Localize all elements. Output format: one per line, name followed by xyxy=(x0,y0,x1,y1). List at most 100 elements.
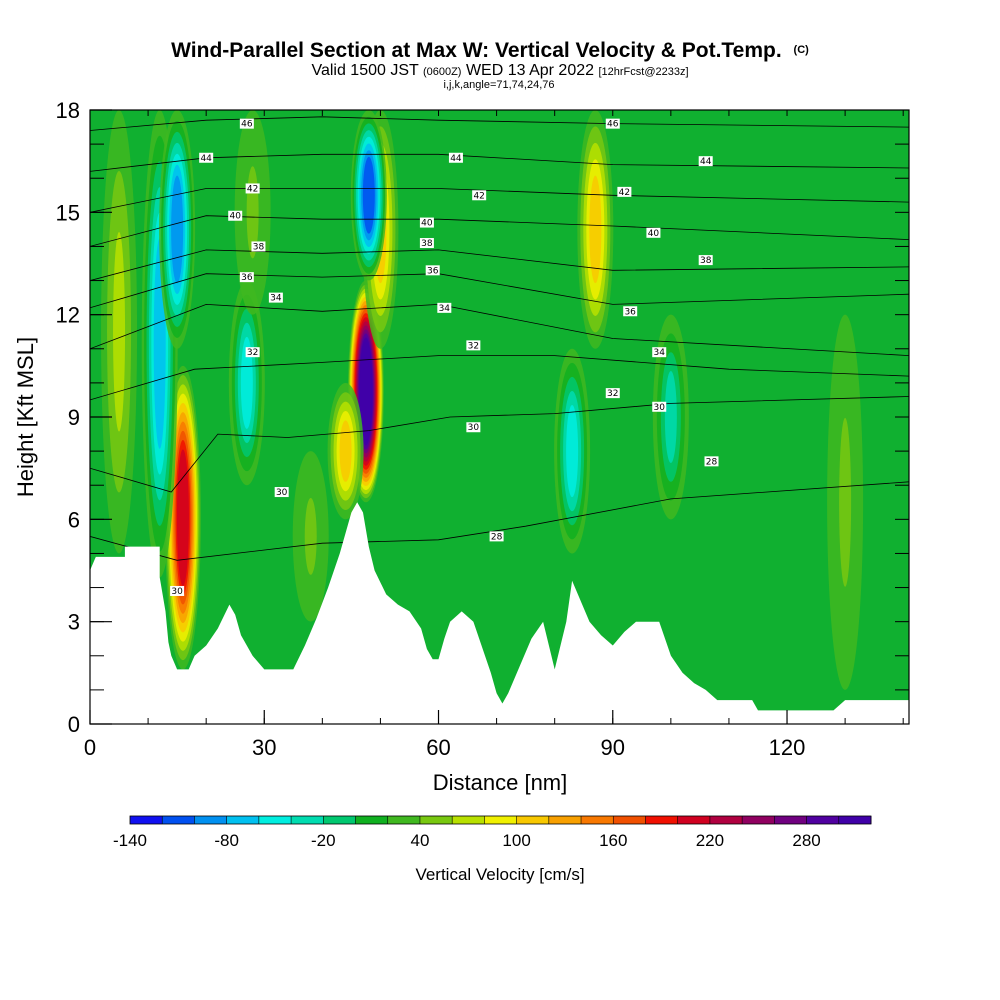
contour-label-text: 34 xyxy=(654,348,666,358)
contour-label: 42 xyxy=(245,183,260,194)
contour-label-text: 36 xyxy=(624,307,636,317)
contour-label: 28 xyxy=(489,531,504,542)
contour-label-background xyxy=(489,531,504,542)
colorbar-swatch xyxy=(709,816,743,824)
contour-label: 30 xyxy=(170,585,185,597)
contour-label-text: 42 xyxy=(619,188,630,198)
contour-label: 42 xyxy=(472,190,487,201)
velocity-feature xyxy=(228,280,265,486)
contour-label-background xyxy=(228,210,243,221)
contour-label-text: 36 xyxy=(241,273,253,283)
y-tick-label: 6 xyxy=(68,507,80,532)
valid-time-utc: (0600Z) xyxy=(423,66,462,78)
colorbar-swatch xyxy=(677,816,711,824)
contour-label-background xyxy=(239,118,254,129)
contour-label: 32 xyxy=(245,347,260,358)
colorbar-title: Vertical Velocity [cm/s] xyxy=(415,865,584,884)
contour-label: 38 xyxy=(698,255,713,266)
chart-title: Wind-Parallel Section at Max W: Vertical… xyxy=(171,39,809,62)
theta-contour-46 xyxy=(90,116,909,131)
theta-contour-30 xyxy=(90,396,909,493)
velocity-feature xyxy=(652,314,689,520)
contour-label-background xyxy=(605,118,620,129)
contour-label-text: 30 xyxy=(654,403,666,413)
x-tick-label: 60 xyxy=(426,735,450,760)
velocity-feature xyxy=(292,451,329,622)
contour-label-text: 28 xyxy=(706,457,718,467)
contour-label-background xyxy=(239,272,254,283)
theta-contour-32 xyxy=(90,355,909,401)
colorbar-tick-label: -80 xyxy=(214,831,239,850)
velocity-band xyxy=(589,175,602,284)
chart-title-text: Wind-Parallel Section at Max W: Vertical… xyxy=(171,39,782,62)
contour-label-background xyxy=(472,190,487,201)
contour-label-text: 40 xyxy=(421,219,433,229)
plot-background xyxy=(90,110,909,724)
contour-label-background xyxy=(646,227,661,238)
contour-label-text: 30 xyxy=(276,488,288,498)
contour-label-background xyxy=(448,152,463,163)
velocity-feature xyxy=(577,110,614,349)
contour-label-text: 30 xyxy=(468,423,480,433)
colorbar-tick-label: 280 xyxy=(792,831,820,850)
y-axis-label: Height [Kft MSL] xyxy=(13,337,38,497)
x-axis-label: Distance [nm] xyxy=(433,770,568,795)
colorbar-swatch xyxy=(355,816,389,824)
contour-label-text: 46 xyxy=(607,120,619,130)
contour-label: 40 xyxy=(419,217,434,229)
colorbar-swatch xyxy=(774,816,808,824)
contour-label-text: 40 xyxy=(648,229,660,239)
contour-label-background xyxy=(466,422,481,433)
contour-label-background xyxy=(170,585,185,596)
colorbar-swatch xyxy=(162,816,195,824)
contour-label: 34 xyxy=(437,302,452,314)
velocity-band xyxy=(566,405,579,498)
contour-label-text: 38 xyxy=(421,239,433,249)
contour-label-background xyxy=(698,255,713,266)
contour-label-background xyxy=(704,456,719,467)
contour-label: 40 xyxy=(228,210,243,222)
contour-label-text: 38 xyxy=(253,242,265,252)
velocity-feature xyxy=(350,110,387,281)
contour-label: 32 xyxy=(605,388,620,399)
theta-contour-36 xyxy=(90,273,909,309)
contour-label-text: 34 xyxy=(439,304,451,314)
velocity-band xyxy=(664,370,677,464)
velocity-band xyxy=(359,341,372,442)
x-tick-label: 0 xyxy=(84,735,96,760)
contour-label-background xyxy=(268,292,283,303)
colorbar-tick-label: 220 xyxy=(696,831,724,850)
contour-label: 46 xyxy=(605,118,620,130)
colorbar-swatch xyxy=(226,816,260,824)
y-tick-label: 12 xyxy=(56,303,80,328)
colorbar-swatch xyxy=(516,816,550,824)
vertical-velocity-field xyxy=(101,110,864,690)
colorbar-swatch xyxy=(452,816,485,824)
contour-label-background xyxy=(652,401,667,412)
colorbar-swatch xyxy=(194,816,228,824)
colorbar-swatch xyxy=(387,816,421,824)
velocity-band xyxy=(362,156,375,234)
colorbar-swatch xyxy=(548,816,582,824)
colorbar-swatch xyxy=(838,816,872,824)
contour-label-background xyxy=(425,265,440,276)
y-tick-label: 18 xyxy=(56,98,80,123)
terrain-profile xyxy=(90,502,909,724)
valid-time-line: Valid 1500 JST (0600Z) WED 13 Apr 2022 [… xyxy=(311,62,688,79)
contour-labels: 28 28 30 30 30 30 32 32 32 34 34 34 36 36 36 38 38 38 40 40… xyxy=(170,118,719,597)
contour-label-text: 36 xyxy=(427,266,439,276)
contour-label: 36 xyxy=(425,265,440,276)
theta-contour-42 xyxy=(90,188,909,213)
theta-contour-28 xyxy=(90,481,909,561)
potential-temperature-contours xyxy=(90,116,909,561)
colorbar-swatch xyxy=(806,816,840,824)
contour-label: 44 xyxy=(199,152,214,164)
velocity-band xyxy=(113,231,126,432)
contour-label: 30 xyxy=(466,422,481,433)
chart-title-mark: (C) xyxy=(794,44,810,56)
colorbar-swatch xyxy=(645,816,679,824)
y-tick-label: 0 xyxy=(68,712,80,737)
velocity-feature xyxy=(827,314,864,690)
colorbar-swatch xyxy=(581,816,614,824)
